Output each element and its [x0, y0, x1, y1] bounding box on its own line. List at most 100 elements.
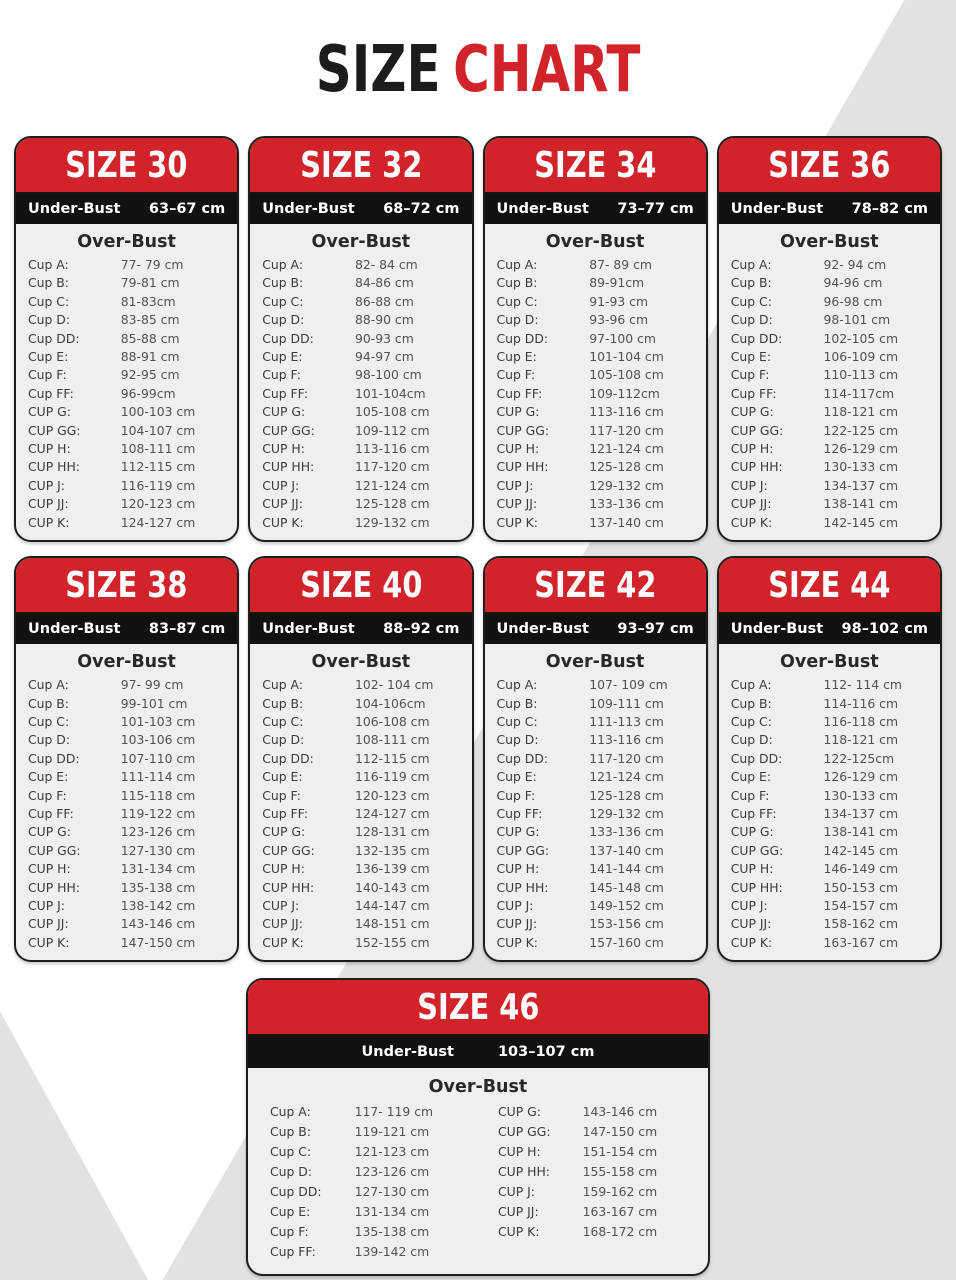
cup-value: 82- 84 cm: [354, 257, 418, 272]
cup-label: CUP G:: [498, 1104, 541, 1120]
cup-row: Cup C: 111-113 cm: [497, 713, 694, 731]
cup-value: 119-121 cm: [354, 1124, 430, 1140]
cup-label: CUP HH:: [496, 459, 549, 475]
cup-row: CUP JJ: 158-162 cm: [731, 915, 928, 933]
cup-row: Cup FF: 109-112cm: [497, 385, 694, 403]
cup-label: CUP J:: [730, 897, 768, 913]
cup-value: 117-120 cm: [589, 422, 664, 438]
cup-label: Cup F:: [28, 367, 67, 383]
cup-value: 105-108 cm: [354, 404, 430, 420]
cup-row: Cup D: 88-90 cm: [262, 311, 459, 329]
cup-value: 133-136 cm: [589, 824, 664, 840]
cup-value: 94-97 cm: [354, 349, 414, 365]
cup-label: CUP K:: [730, 514, 773, 530]
cup-label: CUP K:: [496, 934, 538, 950]
size-card-title: SIZE 34: [534, 144, 657, 186]
cup-row: CUP H: 146-149 cm: [731, 860, 928, 878]
cup-label: CUP GG:: [262, 842, 315, 858]
cup-row: Cup E: 106-109 cm: [731, 348, 928, 366]
cup-label: CUP J:: [262, 477, 300, 493]
cup-row: Cup F: 115-118 cm: [28, 787, 225, 805]
cup-label: Cup C:: [28, 713, 70, 729]
cup-label: CUP K:: [28, 934, 70, 950]
cup-value: 150-153 cm: [823, 879, 899, 895]
cup-value: 110-113 cm: [823, 367, 899, 383]
cup-value: 134-137 cm: [823, 477, 899, 493]
cup-label: CUP H:: [730, 441, 774, 457]
cup-value: 126-129 cm: [823, 769, 899, 785]
cup-rows: Cup A: 107- 109 cm Cup B: 109-111 cm Cup C: 1…: [497, 676, 694, 952]
under-bust-band: Under-Bust 103–107 cm: [248, 1036, 708, 1069]
over-bust-heading: Over-Bust: [311, 232, 411, 252]
cup-label: Cup A:: [730, 257, 772, 272]
cup-value: 118-121 cm: [823, 404, 899, 420]
cup-label: Cup E:: [496, 349, 537, 365]
over-bust-heading: Over-Bust: [428, 1077, 528, 1098]
cup-value: 127-130 cm: [354, 1184, 430, 1200]
cup-label: Cup B:: [496, 695, 538, 711]
cup-label: Cup B:: [28, 695, 69, 711]
cup-row: CUP G: 100-103 cm: [28, 403, 225, 421]
under-bust-value: 63–67 cm: [148, 201, 226, 217]
cup-row: Cup DD: 122-125cm: [731, 750, 928, 768]
cup-value: 94-96 cm: [823, 275, 883, 291]
cup-row: Cup C: 106-108 cm: [262, 713, 459, 731]
cup-value: 125-128 cm: [589, 787, 664, 803]
cup-value: 109-112 cm: [354, 422, 430, 438]
cup-value: 112-115 cm: [120, 459, 196, 475]
cup-row: CUP HH: 150-153 cm: [731, 879, 928, 897]
under-bust-band: Under-Bust 68–72 cm: [250, 194, 472, 224]
cup-value: 121-124 cm: [354, 477, 430, 493]
size-card-title: SIZE 44: [768, 564, 891, 606]
under-bust-value: 78–82 cm: [851, 201, 928, 217]
cup-row: Cup FF: 124-127 cm: [262, 805, 459, 823]
cup-row: Cup B: 94-96 cm: [731, 274, 928, 292]
cup-row: Cup A: 87- 89 cm: [497, 256, 694, 274]
cup-row: CUP GG: 142-145 cm: [731, 842, 928, 860]
cup-row: CUP J: 154-157 cm: [731, 897, 928, 915]
cup-label: CUP H:: [262, 441, 305, 457]
cup-label: Cup A:: [730, 677, 772, 693]
cup-row: CUP G: 105-108 cm: [262, 403, 459, 421]
cup-row: Cup B: 119-121 cm: [270, 1122, 458, 1142]
cup-value: 163-167 cm: [582, 1204, 658, 1220]
cup-label: CUP K:: [262, 934, 304, 950]
cup-row: Cup E: 88-91 cm: [28, 348, 225, 366]
cup-label: Cup E:: [28, 769, 69, 785]
cup-row: Cup C: 101-103 cm: [28, 713, 225, 731]
cup-row: Cup B: 89-91cm: [497, 274, 694, 292]
cup-label: CUP HH:: [262, 459, 315, 475]
cup-value: 98-101 cm: [823, 312, 891, 328]
cup-value: 115-118 cm: [120, 787, 196, 803]
cup-value: 108-111 cm: [120, 441, 196, 457]
cup-row: CUP H: 121-124 cm: [497, 440, 694, 458]
cup-row: Cup F: 98-100 cm: [262, 366, 459, 384]
cup-value: 122-125 cm: [823, 422, 899, 438]
cup-label: CUP G:: [730, 824, 774, 840]
over-bust-heading: Over-Bust: [545, 232, 645, 252]
title-word-chart: CHART: [453, 33, 641, 107]
cup-value: 105-108 cm: [589, 367, 664, 383]
size-card: SIZE 32 Under-Bust 68–72 cm Over-Bust Cup A:…: [248, 136, 474, 543]
cup-value: 130-133 cm: [823, 459, 899, 475]
cup-label: Cup FF:: [28, 385, 74, 401]
cup-row: CUP H: 126-129 cm: [731, 440, 928, 458]
cup-value: 101-103 cm: [120, 713, 196, 729]
cup-row: Cup C: 81-83cm: [28, 293, 225, 311]
cup-value: 113-116 cm: [589, 732, 664, 748]
cup-value: 85-88 cm: [120, 330, 180, 346]
cup-row: Cup B: 109-111 cm: [497, 695, 694, 713]
cup-row: Cup DD: 97-100 cm: [497, 330, 694, 348]
cup-row: CUP K: 124-127 cm: [28, 514, 225, 532]
cup-row: CUP K: 163-167 cm: [731, 934, 928, 952]
size-card-title: SIZE 32: [299, 144, 422, 186]
cup-label: CUP J:: [496, 477, 534, 493]
cup-value: 140-143 cm: [354, 879, 430, 895]
cup-value: 109-112cm: [589, 385, 660, 401]
cup-value: 147-150 cm: [582, 1124, 658, 1140]
card-body: Over-Bust Cup A: 77- 79 cm Cup B: 79-81 cm Cu…: [16, 224, 237, 540]
cup-value: 145-148 cm: [589, 879, 664, 895]
cup-row: Cup DD: 117-120 cm: [497, 750, 694, 768]
cup-row: CUP G: 123-126 cm: [28, 823, 225, 841]
cup-label: Cup E:: [262, 349, 303, 365]
